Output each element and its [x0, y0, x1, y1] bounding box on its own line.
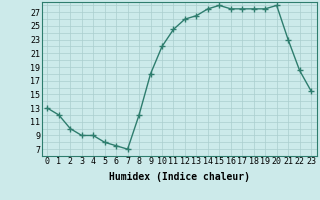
X-axis label: Humidex (Indice chaleur): Humidex (Indice chaleur): [109, 172, 250, 182]
